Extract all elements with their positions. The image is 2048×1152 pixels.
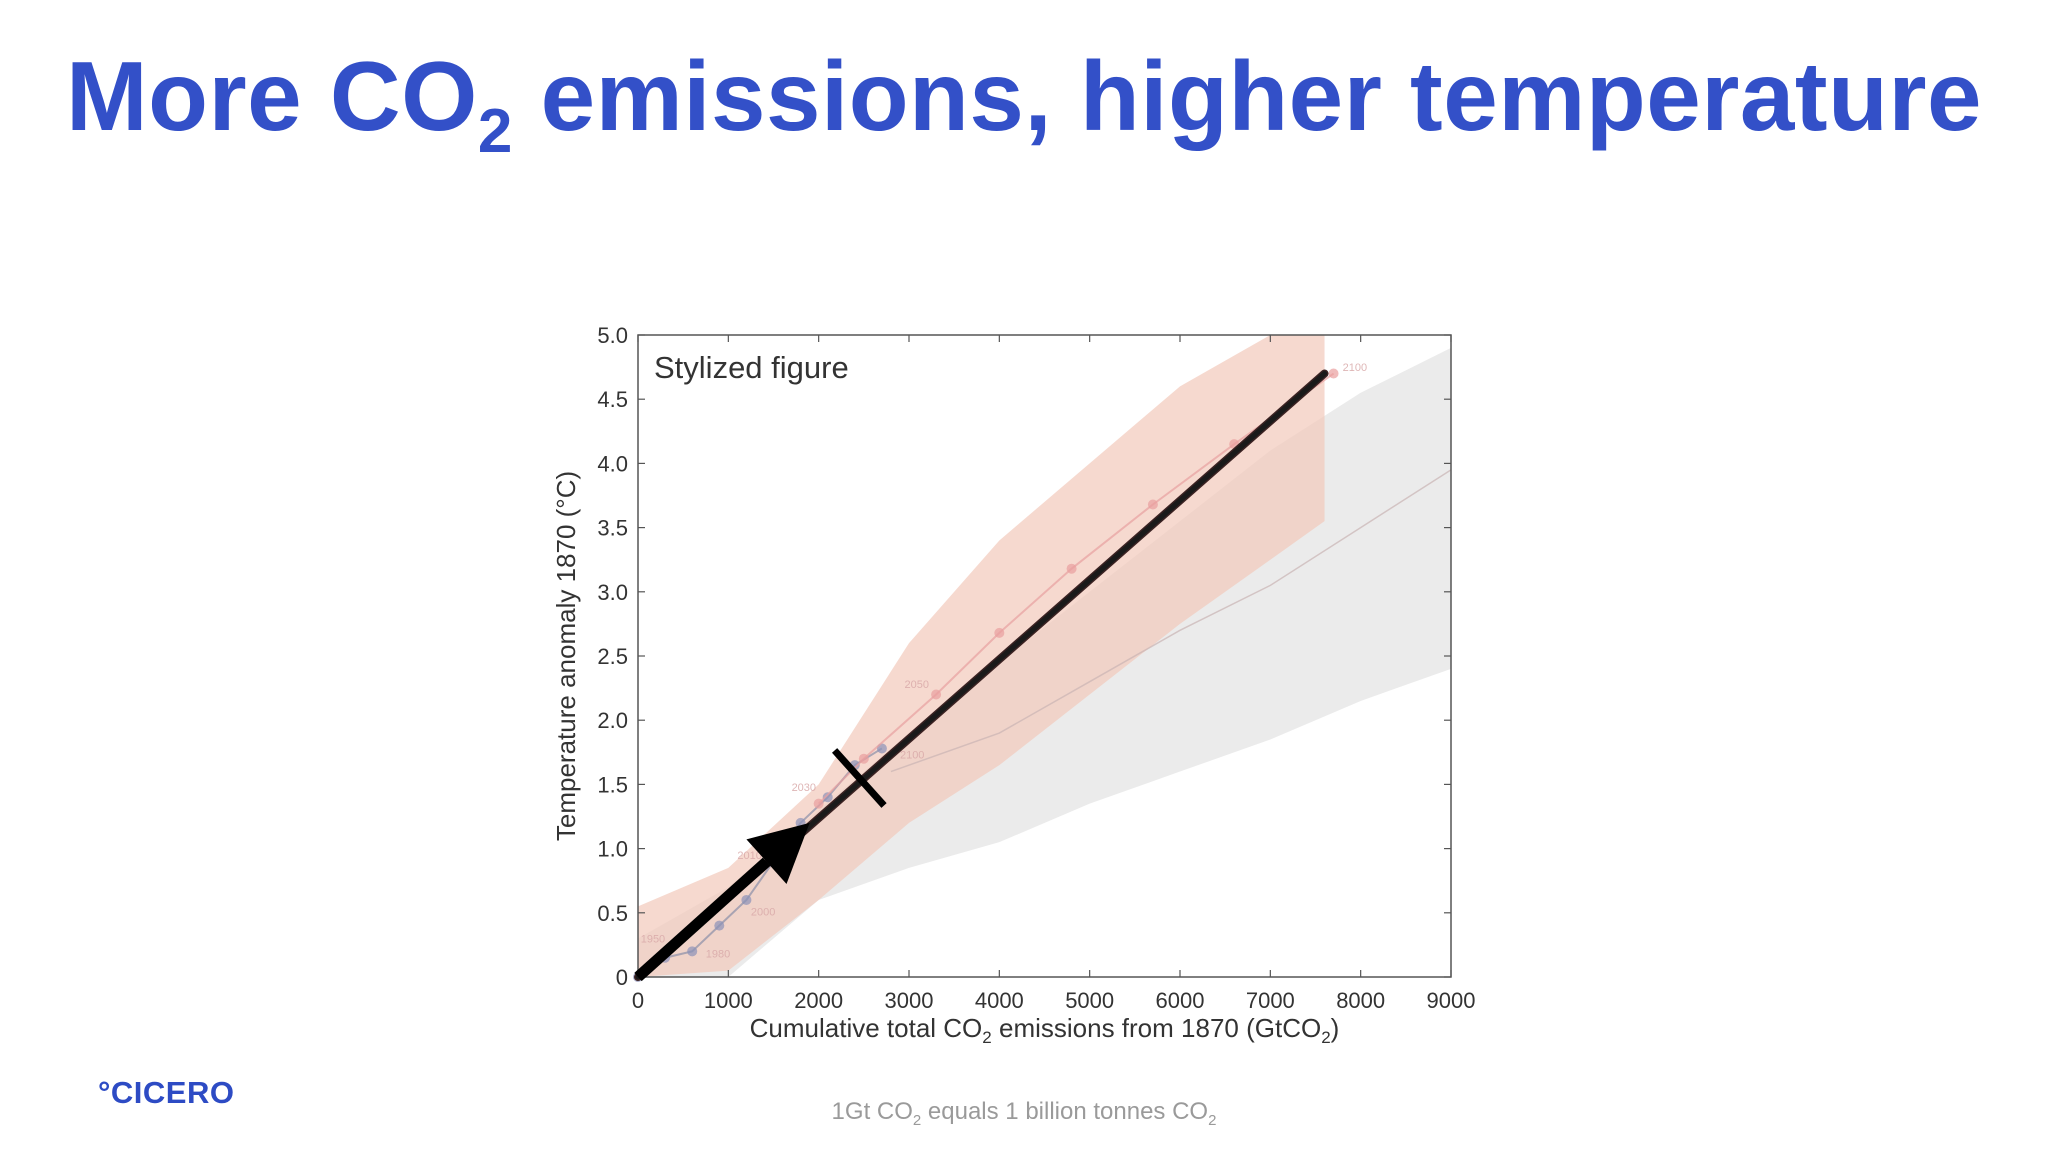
model-mean-series-line	[890, 469, 1452, 773]
high-emission-series-point	[1328, 368, 1339, 379]
faint-year-label: 1950	[641, 933, 665, 945]
faint-year-label: 2030	[792, 782, 816, 794]
high-emission-series-point	[813, 798, 824, 809]
y-tick-label: 4.0	[597, 451, 628, 476]
y-tick-label: 0.5	[597, 901, 628, 926]
footnote: 1Gt CO2 equals 1 billion tonnes CO2	[0, 1098, 2048, 1129]
x-tick-label: 7000	[1246, 988, 1295, 1013]
x-tick-label: 0	[632, 988, 644, 1013]
historical-series-point	[741, 894, 752, 905]
x-tick-label: 2000	[794, 988, 843, 1013]
faint-year-label: 2100	[1343, 362, 1367, 374]
high-emission-series-point	[858, 753, 869, 764]
x-tick-label: 8000	[1336, 988, 1385, 1013]
arrow-head	[746, 822, 810, 884]
stylized-figure-annotation: Stylized figure	[654, 350, 849, 385]
footnote-mid: equals 1 billion tonnes CO	[921, 1098, 1209, 1125]
y-tick-label: 5.0	[597, 323, 628, 348]
x-tick-label: 1000	[704, 988, 753, 1013]
high-emission-series-point	[931, 689, 942, 700]
arrow-shaft	[634, 857, 771, 982]
stylized-overlay	[634, 369, 1329, 982]
x-tick-label: 4000	[975, 988, 1024, 1013]
perpendicular-marker	[831, 748, 887, 808]
faint-year-label: 2000	[751, 906, 775, 918]
footnote-sub-2: 2	[1208, 1112, 1217, 1129]
cicero-logo: °CICERO	[98, 1075, 235, 1110]
historical-series-point	[714, 920, 725, 931]
x-axis-label-post: )	[1331, 1013, 1340, 1043]
y-tick-label: 2.5	[597, 644, 628, 669]
x-tick-label: 5000	[1065, 988, 1114, 1013]
high-emission-series-point	[994, 627, 1005, 638]
y-tick-label: 0	[616, 965, 628, 990]
y-tick-label: 3.0	[597, 580, 628, 605]
x-axis-label-pre: Cumulative total CO	[750, 1013, 983, 1043]
footnote-sub-1: 2	[912, 1112, 922, 1129]
x-tick-label: 3000	[885, 988, 934, 1013]
chart-container: 2100 2100 2050 2030 2010 2000 1950 1980 0 1000 20…	[540, 320, 1500, 1060]
uncertainty-bands	[638, 335, 1451, 978]
axis-ticks: 0 1000 2000 3000 4000 5000 6000 7000 8000 9000 0 0.…	[597, 323, 1475, 1013]
x-tick-label: 6000	[1156, 988, 1205, 1013]
footnote-pre: 1Gt CO	[831, 1098, 913, 1125]
x-axis-label: Cumulative total CO2 emissions from 1870…	[750, 1013, 1340, 1047]
x-axis-label-sub2: 2	[1321, 1028, 1330, 1047]
high-emission-series-line	[817, 372, 1335, 805]
slide-title: More CO2 emissions, higher temperature	[0, 40, 2048, 163]
y-tick-label: 2.0	[597, 708, 628, 733]
historical-series-point	[687, 946, 698, 957]
historical-series-point	[822, 792, 833, 803]
y-tick-label: 4.5	[597, 387, 628, 412]
title-subscript: 2	[477, 97, 513, 166]
faint-year-label: 2010	[737, 850, 761, 862]
y-tick-label: 1.5	[597, 772, 628, 797]
high-emission-series-point	[1147, 499, 1158, 510]
y-tick-label: 3.5	[597, 516, 628, 541]
title-text-pre: More CO	[66, 41, 478, 151]
x-tick-label: 9000	[1427, 988, 1476, 1013]
title-text-post: emissions, higher temperature	[512, 41, 1982, 151]
y-axis-label: Temperature anomaly 1870 (°C)	[551, 471, 581, 841]
y-tick-label: 1.0	[597, 837, 628, 862]
faint-year-label: 2100	[900, 750, 924, 762]
faint-year-label: 1980	[706, 949, 730, 961]
x-axis-label-mid: emissions from 1870 (GtCO	[992, 1013, 1321, 1043]
x-axis-label-sub: 2	[982, 1028, 991, 1047]
high-emission-series-point	[1066, 563, 1077, 574]
red-uncertainty-band	[638, 335, 1325, 977]
faint-year-label: 2050	[904, 679, 928, 691]
